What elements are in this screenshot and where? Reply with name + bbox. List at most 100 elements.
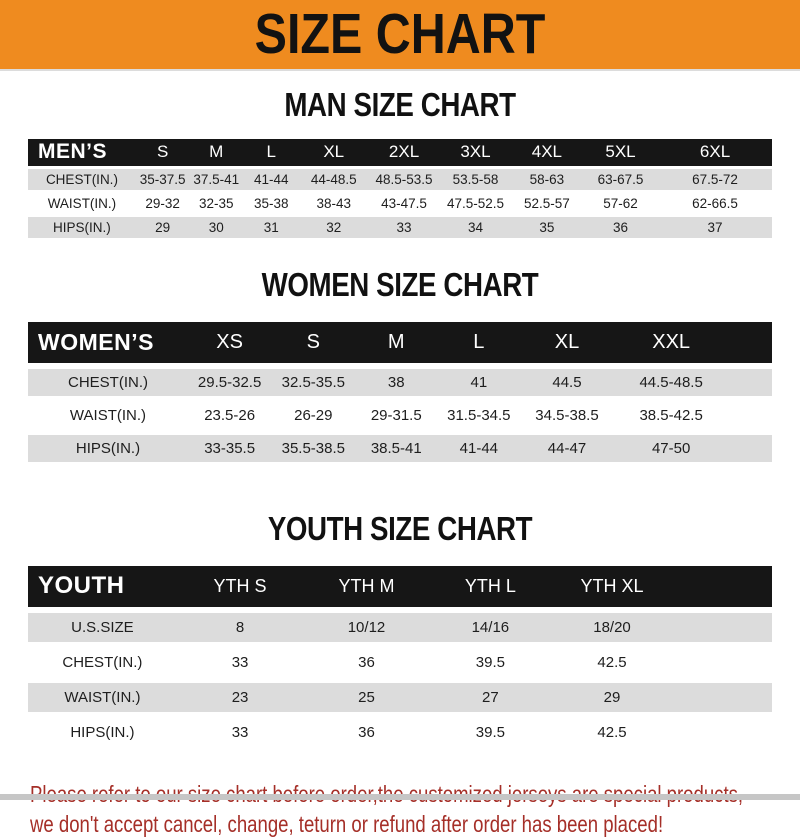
women-row-label: CHEST(IN.) xyxy=(28,369,188,397)
men-size-col-header: 5XL xyxy=(582,138,659,166)
men-cell: 38-43 xyxy=(299,192,368,214)
youth-cell-filler xyxy=(673,612,772,642)
men-cell: 37.5-41 xyxy=(189,168,243,190)
women-size-col-header: M xyxy=(355,322,438,364)
youth-table-row: CHEST(IN.) 33 36 39.5 42.5 xyxy=(28,647,772,677)
men-size-col-header: M xyxy=(189,138,243,166)
men-size-col-header: 4XL xyxy=(510,138,583,166)
men-row-label: CHEST(IN.) xyxy=(28,168,136,190)
women-cell: 31.5-34.5 xyxy=(437,402,521,430)
men-corner-label: MEN’S xyxy=(28,138,136,166)
men-size-table: MEN’S S M L XL 2XL 3XL 4XL 5XL 6XL CHEST(IN.) 35-37… xyxy=(28,136,772,241)
youth-cell-filler xyxy=(673,682,772,712)
women-cell: 38.5-42.5 xyxy=(613,402,729,430)
women-cell: 33-35.5 xyxy=(187,435,272,463)
youth-cell: 18/20 xyxy=(551,612,674,642)
men-size-col-header: S xyxy=(135,138,190,166)
women-cell: 38 xyxy=(355,369,438,397)
women-cell-filler xyxy=(728,435,772,463)
men-cell: 35 xyxy=(510,216,583,238)
youth-cell: 10/12 xyxy=(303,612,430,642)
men-size-col-header: 3XL xyxy=(440,138,511,166)
women-size-col-header: L xyxy=(437,322,521,364)
youth-size-col-header: YTH L xyxy=(429,565,551,607)
youth-size-col-header: YTH XL xyxy=(551,565,674,607)
men-cell: 29-32 xyxy=(135,192,190,214)
women-cell: 26-29 xyxy=(271,402,356,430)
youth-cell: 36 xyxy=(303,647,430,677)
men-table-row: WAIST(IN.) 29-32 32-35 35-38 38-43 43-47.5 47.… xyxy=(28,192,772,214)
youth-heading: YOUTH SIZE CHART xyxy=(267,510,533,548)
women-cell: 29.5-32.5 xyxy=(187,369,272,397)
men-cell: 53.5-58 xyxy=(440,168,511,190)
youth-size-table: YOUTH YTH S YTH M YTH L YTH XL U.S.SIZE 8 10/12… xyxy=(28,560,772,753)
youth-cell: 29 xyxy=(551,682,674,712)
youth-cell: 25 xyxy=(303,682,430,712)
men-heading: MAN SIZE CHART xyxy=(284,86,516,123)
men-size-col-header: XL xyxy=(299,138,368,166)
men-cell: 31 xyxy=(243,216,300,238)
women-section: WOMEN SIZE CHART WOMEN’S XS S M L XL XXL CHEST(… xyxy=(0,265,800,469)
women-cell: 32.5-35.5 xyxy=(271,369,356,397)
men-cell: 62-66.5 xyxy=(658,192,772,214)
youth-row-label: CHEST(IN.) xyxy=(28,647,177,677)
men-cell: 32 xyxy=(299,216,368,238)
youth-cell: 36 xyxy=(303,717,430,747)
men-cell: 35-38 xyxy=(243,192,300,214)
men-size-col-header: 2XL xyxy=(367,138,441,166)
women-heading: WOMEN SIZE CHART xyxy=(261,265,539,303)
youth-cell: 42.5 xyxy=(551,717,674,747)
men-cell: 52.5-57 xyxy=(510,192,583,214)
men-row-label: WAIST(IN.) xyxy=(28,192,136,214)
men-cell: 41-44 xyxy=(243,168,300,190)
women-row-label: HIPS(IN.) xyxy=(28,435,188,463)
youth-cell: 33 xyxy=(176,647,304,677)
youth-table-row: U.S.SIZE 8 10/12 14/16 18/20 xyxy=(28,612,772,642)
youth-section: YOUTH SIZE CHART YOUTH YTH S YTH M YTH L YTH… xyxy=(0,512,800,753)
men-cell: 57-62 xyxy=(582,192,659,214)
women-corner-label: WOMEN’S xyxy=(28,322,188,364)
men-cell: 32-35 xyxy=(189,192,243,214)
men-table-row: CHEST(IN.) 35-37.5 37.5-41 41-44 44-48.5 48.5… xyxy=(28,168,772,190)
women-size-col-header: XXL xyxy=(613,322,729,364)
men-cell: 35-37.5 xyxy=(135,168,190,190)
youth-header-row: YOUTH YTH S YTH M YTH L YTH XL xyxy=(28,565,772,607)
disclaimer-line-2: we don't accept cancel, change, teturn o… xyxy=(30,810,664,837)
women-cell: 44.5 xyxy=(520,369,614,397)
youth-row-label: WAIST(IN.) xyxy=(28,682,177,712)
women-cell-filler xyxy=(728,402,772,430)
men-cell: 30 xyxy=(189,216,243,238)
women-cell: 29-31.5 xyxy=(355,402,438,430)
men-section: MAN SIZE CHART MEN’S S M L XL 2XL 3XL 4XL 5XL 6XL… xyxy=(0,86,800,241)
men-cell: 44-48.5 xyxy=(299,168,368,190)
women-cell: 38.5-41 xyxy=(355,435,438,463)
men-cell: 63-67.5 xyxy=(582,168,659,190)
men-cell: 43-47.5 xyxy=(367,192,441,214)
women-table-row: CHEST(IN.) 29.5-32.5 32.5-35.5 38 41 44.5 44.5… xyxy=(28,369,772,397)
women-cell: 35.5-38.5 xyxy=(271,435,356,463)
youth-cell-filler xyxy=(673,717,772,747)
women-cell: 44-47 xyxy=(520,435,614,463)
youth-cell: 23 xyxy=(176,682,304,712)
banner: SIZE CHART xyxy=(0,0,800,71)
men-cell: 58-63 xyxy=(510,168,583,190)
youth-cell: 39.5 xyxy=(429,647,551,677)
men-size-col-header: L xyxy=(243,138,300,166)
youth-table-row: WAIST(IN.) 23 25 27 29 xyxy=(28,682,772,712)
women-cell: 41-44 xyxy=(437,435,521,463)
bottom-strip xyxy=(0,794,800,800)
women-cell-filler xyxy=(728,369,772,397)
women-table-row: HIPS(IN.) 33-35.5 35.5-38.5 38.5-41 41-44 44-… xyxy=(28,435,772,463)
men-size-col-header: 6XL xyxy=(658,138,772,166)
youth-header-filler xyxy=(673,565,772,607)
youth-cell: 33 xyxy=(176,717,304,747)
women-size-col-header: S xyxy=(271,322,356,364)
women-cell: 41 xyxy=(437,369,521,397)
women-cell: 47-50 xyxy=(613,435,729,463)
men-table-row: HIPS(IN.) 29 30 31 32 33 34 35 36 37 xyxy=(28,216,772,238)
men-row-label: HIPS(IN.) xyxy=(28,216,136,238)
youth-cell: 42.5 xyxy=(551,647,674,677)
youth-cell: 27 xyxy=(429,682,551,712)
youth-size-col-header: YTH M xyxy=(303,565,430,607)
